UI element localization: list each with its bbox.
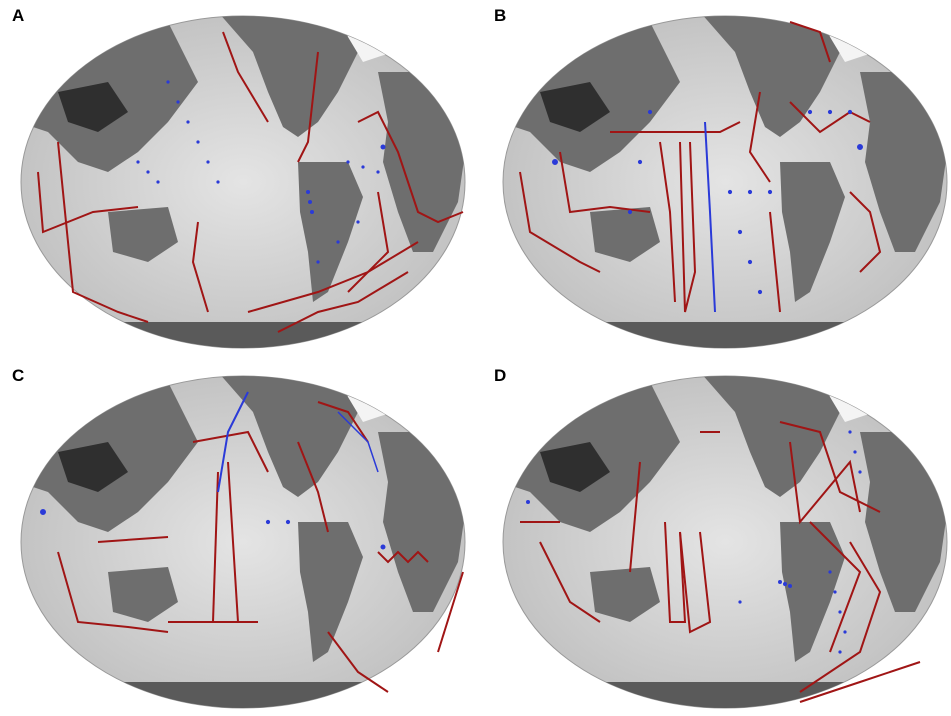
world-map-c bbox=[20, 375, 466, 709]
cruise-tracks-blue bbox=[552, 109, 863, 313]
cruise-tracks-blue bbox=[136, 80, 386, 264]
panel-label-d: D bbox=[494, 366, 507, 385]
panel-label-b: B bbox=[494, 6, 507, 25]
cruise-tracks-blue bbox=[40, 391, 386, 550]
map-panel-b: B bbox=[494, 6, 951, 356]
cruise-tracks-red bbox=[57, 401, 464, 693]
cruise-tracks-red bbox=[37, 31, 464, 333]
panel-label-c: C bbox=[12, 366, 25, 385]
world-map-d bbox=[502, 375, 948, 709]
panel-label-a: A bbox=[12, 6, 25, 25]
cruise-tracks-red bbox=[519, 21, 882, 313]
map-panel-d: D bbox=[494, 366, 951, 716]
map-panel-a: A bbox=[12, 6, 472, 356]
world-map-b bbox=[502, 15, 948, 349]
cruise-tracks-blue bbox=[526, 430, 862, 654]
cruise-tracks-red bbox=[520, 421, 921, 703]
map-panel-c: C bbox=[12, 366, 472, 716]
world-map-a bbox=[20, 15, 466, 349]
